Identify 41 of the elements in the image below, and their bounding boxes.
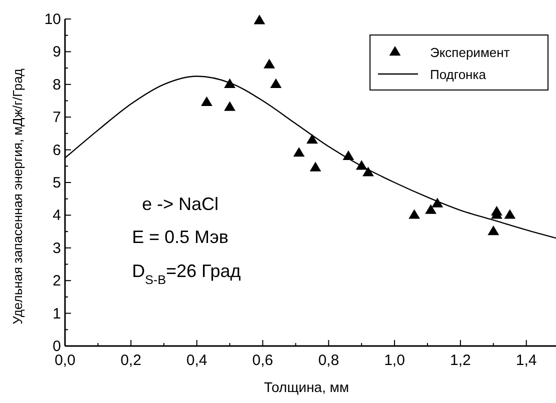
point xyxy=(432,198,444,208)
x-tick-label: 0,6 xyxy=(252,352,274,369)
annotation: e -> NaCl xyxy=(142,194,219,214)
y-tick-label: 7 xyxy=(52,109,61,126)
x-tick-label: 0,4 xyxy=(186,352,208,369)
point xyxy=(490,206,502,216)
annotation: E = 0.5 Мэв xyxy=(132,227,228,247)
legend-label: Подгонка xyxy=(430,67,487,82)
legend-label: Эксперимент xyxy=(430,45,510,60)
y-tick-label: 6 xyxy=(52,142,61,159)
y-tick-label: 8 xyxy=(52,76,61,94)
point xyxy=(408,209,420,219)
y-tick-label: 1 xyxy=(52,305,61,322)
y-axis-title: Удельная запасенная энергия, мДж/г/Град xyxy=(10,68,25,324)
y-tick-label: 0 xyxy=(52,338,61,355)
x-tick-label: 1,2 xyxy=(450,352,471,369)
point xyxy=(504,209,516,219)
y-tick-label: 4 xyxy=(52,207,61,224)
point xyxy=(488,226,500,236)
y-tick-label: 9 xyxy=(52,44,61,61)
x-tick-label: 1,0 xyxy=(384,352,405,369)
x-tick-label: 0,0 xyxy=(54,352,76,369)
point xyxy=(310,162,322,172)
point xyxy=(362,166,374,176)
point xyxy=(254,14,266,24)
y-tick-label: 5 xyxy=(52,174,61,192)
point xyxy=(293,147,305,157)
annotation: D$_{S-B}$=26 Град xyxy=(132,261,242,287)
y-tick-label: 10 xyxy=(44,11,61,28)
point xyxy=(306,134,318,144)
point xyxy=(224,101,236,111)
x-tick-label: 0,2 xyxy=(120,352,142,369)
x-tick-label: 1,4 xyxy=(516,352,537,369)
y-tick-label: 2 xyxy=(52,272,61,290)
x-tick-label: 0,8 xyxy=(318,352,340,369)
point xyxy=(264,58,276,68)
x-axis-title: Толщина, мм xyxy=(264,379,349,395)
point xyxy=(201,96,212,106)
y-tick-label: 3 xyxy=(52,240,61,257)
point xyxy=(425,204,436,214)
point xyxy=(270,78,282,88)
